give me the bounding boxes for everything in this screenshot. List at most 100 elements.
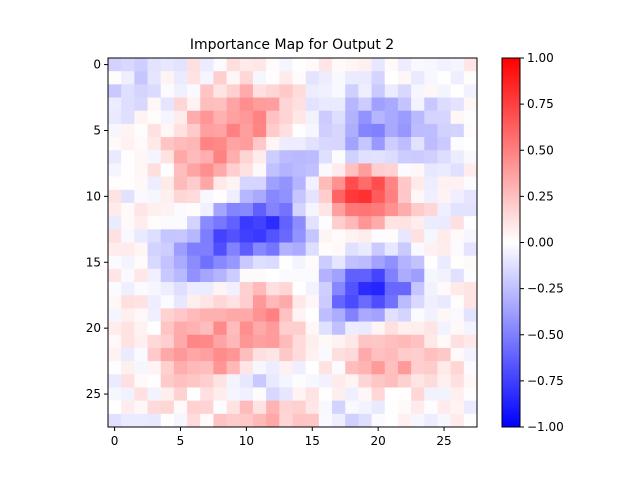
heatmap-cell (292, 216, 307, 230)
heatmap-cell (358, 123, 372, 138)
heatmap-cell (147, 84, 162, 98)
heatmap-cell (147, 176, 162, 191)
heatmap-cell (463, 84, 478, 98)
heatmap-cell (332, 202, 346, 217)
heatmap-cell (160, 163, 175, 178)
heatmap-cell (213, 189, 228, 204)
heatmap-cell (424, 413, 438, 428)
heatmap-cell (358, 137, 372, 151)
heatmap-cell (121, 347, 135, 362)
heatmap-cell (226, 282, 241, 296)
heatmap-cell (239, 97, 254, 112)
heatmap-cell (226, 361, 241, 375)
heatmap-cell (121, 321, 135, 336)
heatmap-cell (173, 387, 188, 402)
heatmap-cell (318, 347, 333, 362)
heatmap-cell (358, 255, 372, 270)
heatmap-cell (213, 255, 228, 270)
heatmap-cell (305, 308, 320, 322)
heatmap-cell (266, 374, 280, 388)
heatmap-cell (187, 374, 201, 388)
x-axis-ticks: 0 5 10 15 20 25 (111, 427, 452, 448)
heatmap-cell (147, 413, 162, 428)
heatmap-cell (279, 137, 293, 151)
heatmap-cell (226, 163, 241, 178)
heatmap-cell (239, 84, 254, 98)
heatmap-cell (200, 361, 214, 375)
heatmap-cell (266, 268, 280, 283)
heatmap-cell (226, 150, 241, 164)
heatmap-cell (173, 334, 188, 349)
heatmap-cell (108, 334, 122, 349)
heatmap-cell (121, 268, 135, 283)
heatmap-cell (266, 400, 280, 415)
heatmap-cell (332, 282, 346, 296)
heatmap-cell (187, 163, 201, 178)
heatmap-cell (134, 268, 148, 283)
heatmap-cell (134, 97, 148, 112)
heatmap-cell (424, 334, 438, 349)
heatmap-cell (424, 268, 438, 283)
heatmap-cell (384, 84, 399, 98)
heatmap-cell (266, 321, 280, 336)
heatmap-cell (173, 229, 188, 243)
heatmap-cell (173, 163, 188, 178)
colorbar (501, 57, 521, 428)
heatmap-cell (332, 216, 346, 230)
heatmap-cell (332, 334, 346, 349)
heatmap-cell (239, 123, 254, 138)
heatmap-cell (450, 413, 465, 428)
heatmap-cell (332, 137, 346, 151)
heatmap-cell (450, 189, 465, 204)
heatmap-cell (358, 268, 372, 283)
heatmap-cell (187, 216, 201, 230)
colorbar-tick-label: 1.00 (527, 51, 554, 65)
heatmap-cell (411, 123, 425, 138)
heatmap-cell (147, 268, 162, 283)
heatmap-cell (121, 282, 135, 296)
heatmap-cell (239, 216, 254, 230)
heatmap-cell (108, 150, 122, 164)
heatmap-cell (345, 321, 359, 336)
heatmap-cell (134, 84, 148, 98)
heatmap-cell (437, 58, 452, 72)
heatmap-cell (173, 84, 188, 98)
heatmap-cell (411, 387, 425, 402)
heatmap-cell (397, 413, 412, 428)
heatmap-cell (450, 347, 465, 362)
heatmap-cell (384, 282, 399, 296)
heatmap-cell (305, 110, 320, 125)
heatmap-cell (371, 321, 386, 336)
heatmap-cell (345, 71, 359, 85)
heatmap-cell (437, 295, 452, 309)
heatmap-cell (200, 321, 214, 336)
heatmap-cell (305, 58, 320, 72)
heatmap-cell (252, 189, 267, 204)
heatmap-cell (450, 176, 465, 191)
heatmap-cell (371, 137, 386, 151)
heatmap-cell (147, 387, 162, 402)
x-tick-label: 5 (177, 434, 185, 448)
heatmap-cell (358, 308, 372, 322)
heatmap-cell (424, 374, 438, 388)
heatmap-cell (437, 123, 452, 138)
heatmap-cell (134, 413, 148, 428)
heatmap-cell (266, 413, 280, 428)
heatmap-cell (239, 361, 254, 375)
heatmap-cell (463, 282, 478, 296)
heatmap-cell (384, 150, 399, 164)
heatmap-cell (266, 97, 280, 112)
heatmap-cell (411, 347, 425, 362)
heatmap-cell (305, 282, 320, 296)
heatmap-cell (358, 334, 372, 349)
heatmap-cell (450, 242, 465, 257)
heatmap-cell (463, 97, 478, 112)
heatmap-cell (160, 282, 175, 296)
heatmap-cell (411, 189, 425, 204)
heatmap-cell (437, 255, 452, 270)
heatmap-cell (200, 413, 214, 428)
heatmap-cell (424, 176, 438, 191)
y-tick-label: 10 (86, 189, 101, 203)
heatmap-cell (424, 242, 438, 257)
heatmap-cell (358, 58, 372, 72)
